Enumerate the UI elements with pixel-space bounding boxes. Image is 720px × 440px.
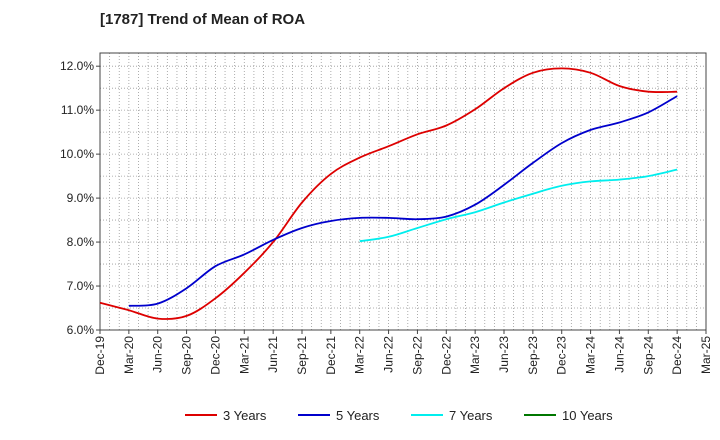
x-tick-label: Mar-20 <box>122 336 136 374</box>
series-line-5-years <box>128 95 678 307</box>
y-tick-label: 8.0% <box>67 235 95 249</box>
x-tick-label: Mar-24 <box>584 336 598 374</box>
legend-label-3-years: 3 Years <box>223 408 267 423</box>
y-axis-ticks: 6.0% 7.0% 8.0% 9.0% 10.0% 11.0% 12.0% <box>60 59 100 337</box>
y-tick-label: 12.0% <box>60 59 94 73</box>
x-tick-label: Mar-23 <box>468 336 482 374</box>
x-axis-ticks: Dec-19 Mar-20 Jun-20 Sep-20 Dec-20 Mar-21 Jun-… <box>93 330 713 375</box>
legend-label-10-years: 10 Years <box>562 408 613 423</box>
y-tick-label: 6.0% <box>67 323 95 337</box>
legend: 3 Years 5 Years 7 Years 10 Years <box>185 408 613 423</box>
x-tick-label: Sep-20 <box>180 336 194 375</box>
plot-background <box>100 53 706 330</box>
legend-label-7-years: 7 Years <box>449 408 493 423</box>
legend-label-5-years: 5 Years <box>336 408 380 423</box>
x-tick-label: Dec-24 <box>670 336 684 375</box>
x-tick-label: Dec-23 <box>555 336 569 375</box>
x-tick-label: Sep-21 <box>295 336 309 375</box>
x-tick-label: Dec-20 <box>208 336 222 375</box>
x-tick-label: Dec-21 <box>324 336 338 375</box>
x-tick-label: Jun-20 <box>151 336 165 373</box>
x-tick-label: Jun-21 <box>266 336 280 373</box>
y-tick-label: 11.0% <box>61 103 94 117</box>
x-tick-label: Mar-21 <box>237 336 251 374</box>
x-tick-label: Sep-22 <box>410 336 424 375</box>
x-tick-label: Sep-23 <box>526 336 540 375</box>
series-line-7-years <box>359 168 678 243</box>
x-tick-label: Jun-23 <box>497 336 511 373</box>
y-tick-label: 7.0% <box>67 279 95 293</box>
x-tick-label: Mar-25 <box>699 336 713 374</box>
chart-title: [1787] Trend of Mean of ROA <box>100 11 306 28</box>
x-tick-label: Mar-22 <box>353 336 367 374</box>
x-tick-label: Sep-24 <box>641 336 655 375</box>
y-tick-label: 9.0% <box>67 191 95 205</box>
grid-lines <box>100 53 706 330</box>
y-tick-label: 10.0% <box>60 147 94 161</box>
x-tick-label: Jun-24 <box>612 336 626 373</box>
plot-frame <box>99 52 707 331</box>
x-tick-label: Dec-22 <box>439 336 453 375</box>
x-tick-label: Jun-22 <box>382 336 396 373</box>
x-tick-label: Dec-19 <box>93 336 107 375</box>
series-lines <box>99 67 678 320</box>
series-line-3-years <box>99 67 678 320</box>
